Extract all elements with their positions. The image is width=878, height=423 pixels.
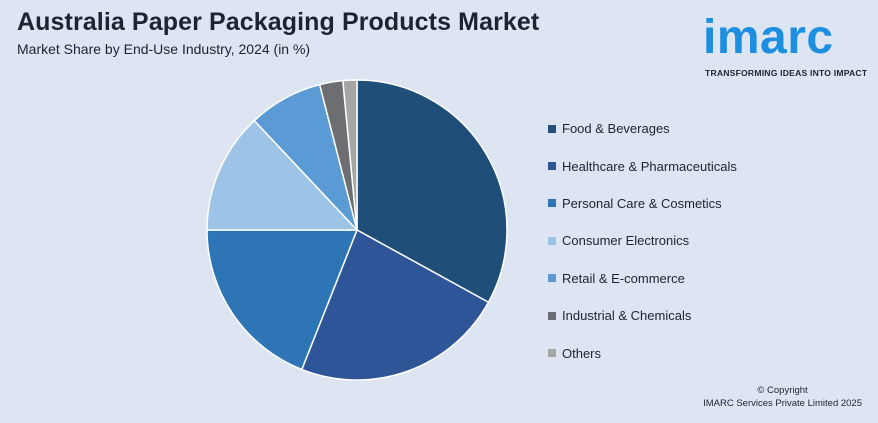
chart-subtitle: Market Share by End-Use Industry, 2024 (… — [17, 41, 311, 57]
legend-item: Retail & E-commerce — [548, 260, 737, 297]
legend-label: Healthcare & Pharmaceuticals — [562, 158, 737, 174]
legend-item: Consumer Electronics — [548, 222, 737, 259]
copyright-notice: © Copyright IMARC Services Private Limit… — [703, 385, 862, 410]
legend-label: Personal Care & Cosmetics — [562, 195, 722, 211]
logo-wordmark: imarc — [703, 11, 834, 64]
legend-label: Industrial & Chemicals — [562, 308, 692, 324]
pie-slice-consumer-electronics — [206, 119, 359, 231]
pie-slice-healthcare-pharmaceuticals — [300, 228, 490, 381]
pie-slice-food-beverages — [356, 79, 508, 304]
legend-item: Healthcare & Pharmaceuticals — [548, 147, 737, 184]
legend-swatch — [548, 311, 556, 320]
legend-swatch — [548, 349, 556, 358]
legend-item: Others — [548, 334, 737, 371]
pie-slice-personal-care-cosmetics — [206, 229, 359, 371]
legend-label: Others — [562, 345, 602, 361]
legend-label: Food & Beverages — [562, 121, 670, 137]
pie-slice-others — [342, 79, 358, 231]
chart-title: Australia Paper Packaging Products Marke… — [17, 8, 540, 36]
legend-item: Food & Beverages — [548, 110, 737, 147]
copyright-line-2: IMARC Services Private Limited 2025 — [703, 397, 862, 409]
legend-swatch — [548, 124, 556, 133]
legend-swatch — [548, 274, 556, 283]
copyright-line-1: © Copyright — [757, 385, 808, 396]
legend-swatch — [548, 199, 556, 208]
imarc-logo: imarc TRANSFORMING IDEAS INTO IMPACT — [700, 6, 872, 86]
legend-swatch — [548, 162, 556, 171]
legend-label: Retail & E-commerce — [562, 270, 685, 286]
logo-tagline: TRANSFORMING IDEAS INTO IMPACT — [705, 68, 868, 78]
legend-label: Consumer Electronics — [562, 233, 690, 249]
chart-legend: Food & Beverages Healthcare & Pharmaceuti… — [548, 110, 737, 372]
pie-chart — [206, 79, 508, 381]
legend-swatch — [548, 236, 556, 245]
legend-item: Industrial & Chemicals — [548, 297, 737, 334]
legend-item: Personal Care & Cosmetics — [548, 185, 737, 222]
